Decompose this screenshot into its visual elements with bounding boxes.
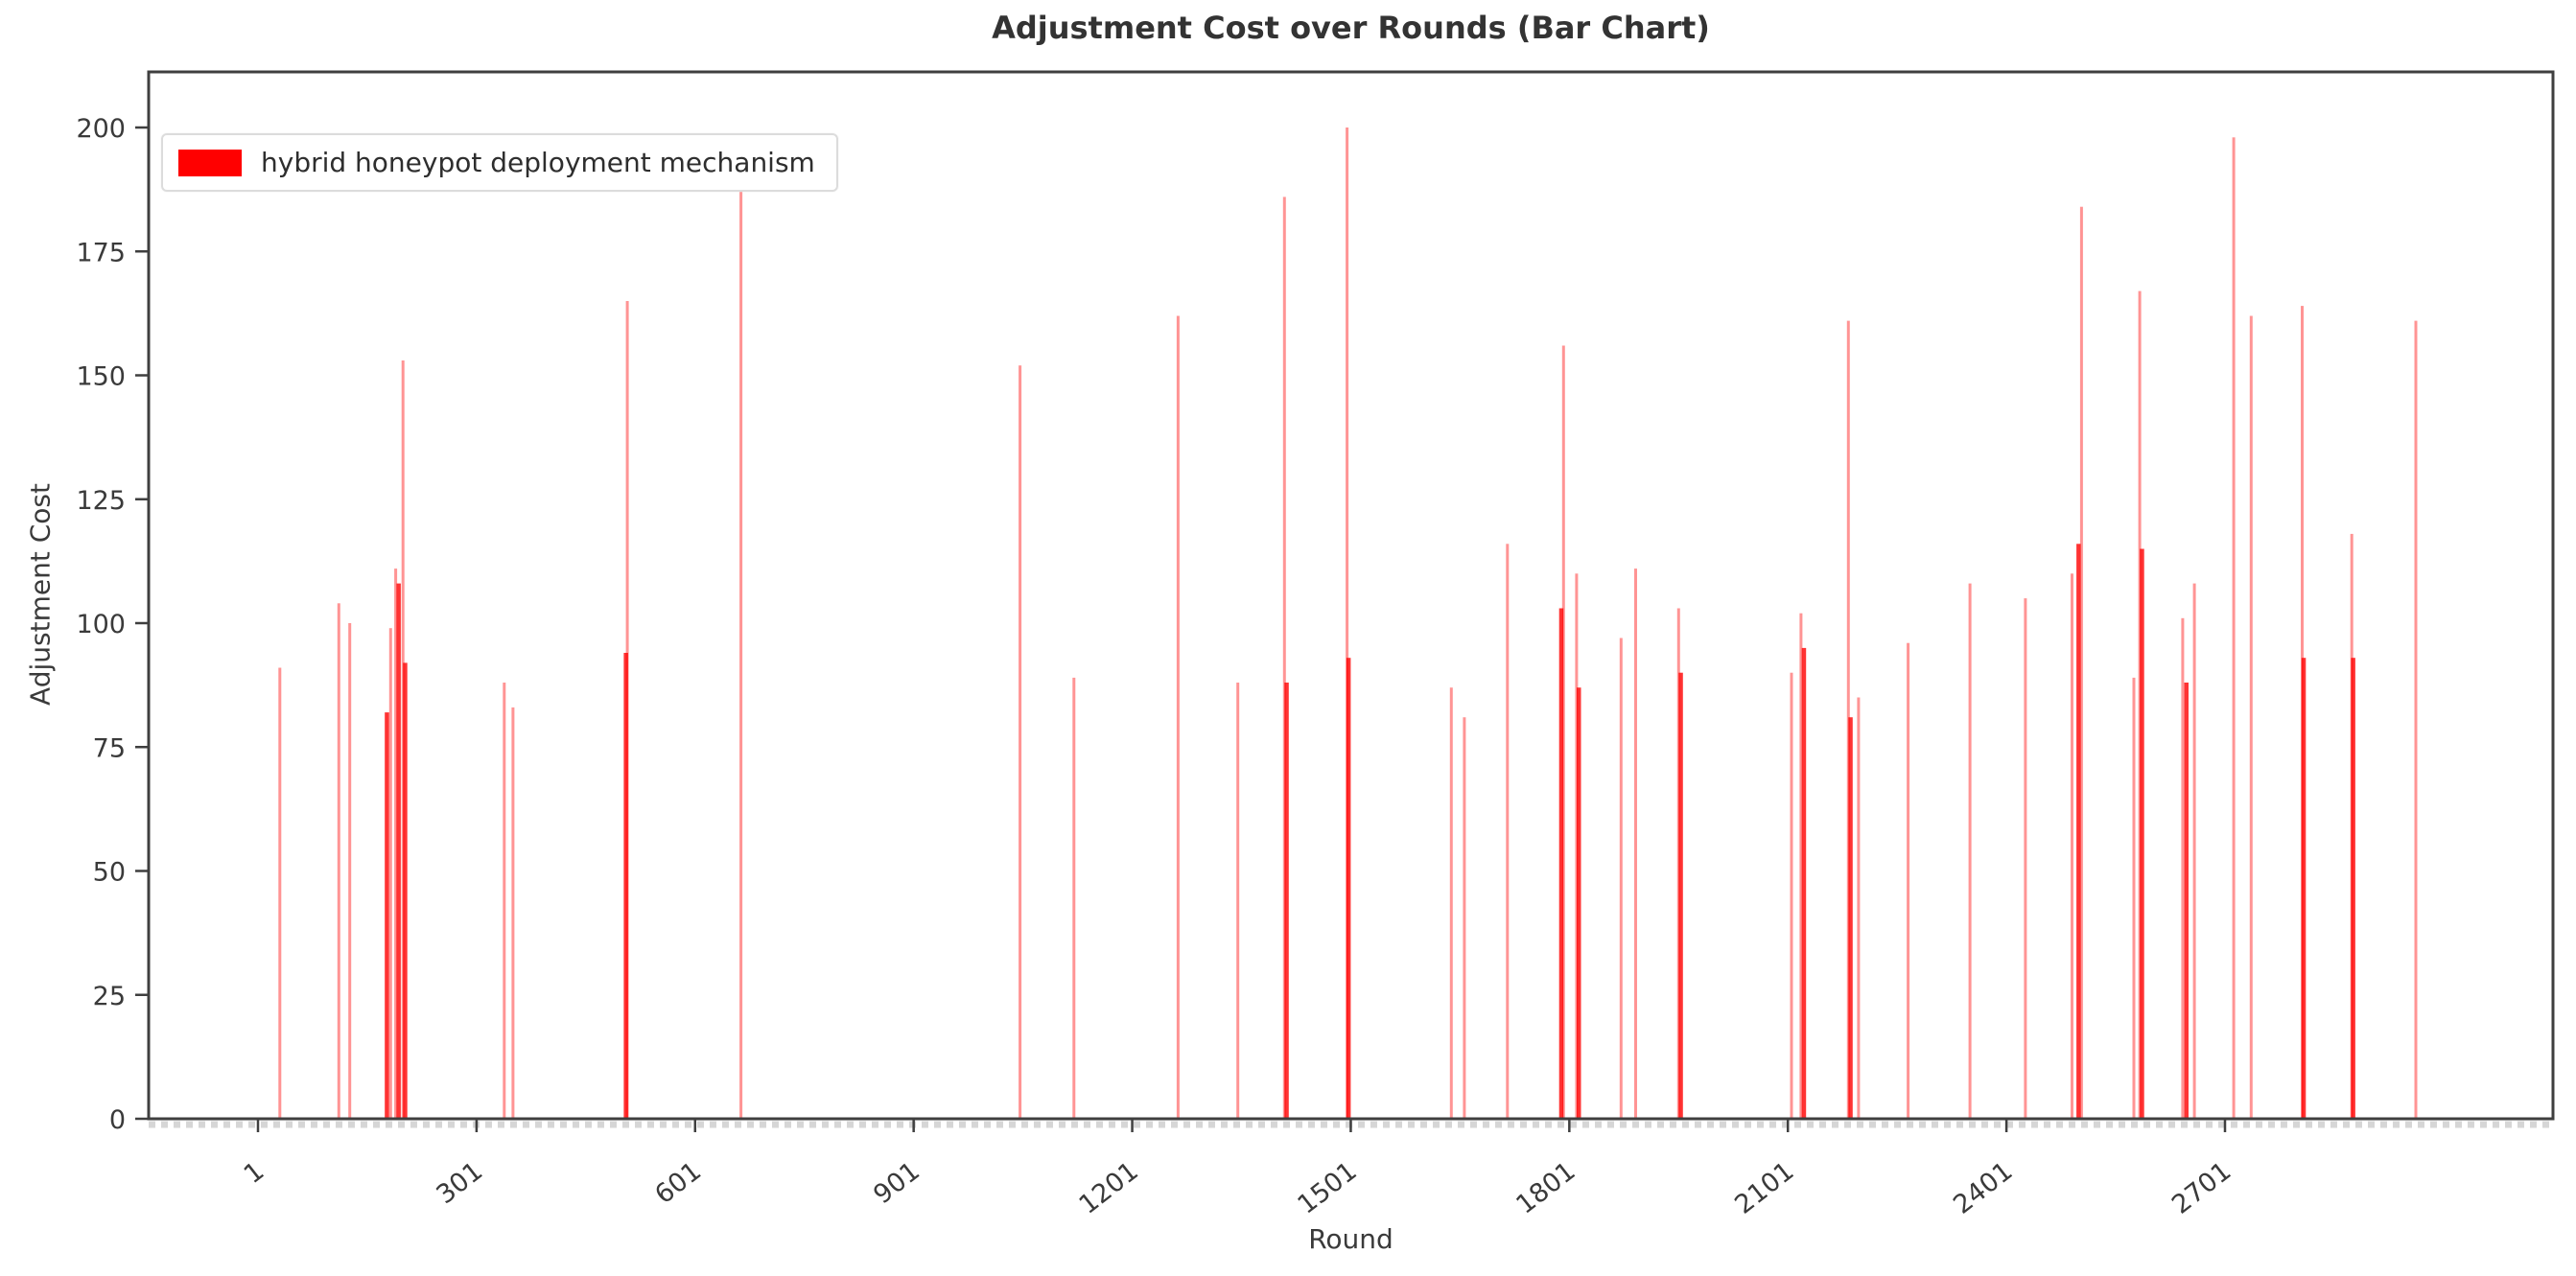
y-tick-label: 50 (93, 858, 126, 888)
legend-label: hybrid honeypot deployment mechanism (261, 147, 815, 178)
bar (394, 568, 398, 1119)
bar (623, 653, 628, 1119)
plot-border (147, 70, 2555, 1121)
bar (278, 667, 282, 1119)
bar (1072, 677, 1076, 1119)
bar (2301, 658, 2307, 1119)
bar (1634, 568, 1637, 1119)
bar (396, 583, 401, 1119)
x-tick-label: 1201 (1074, 1156, 1144, 1220)
bar (1558, 608, 1564, 1119)
bar (1236, 683, 1240, 1119)
bar (1968, 583, 1972, 1119)
bar (2249, 315, 2253, 1119)
bar (2184, 683, 2189, 1119)
bar (1575, 573, 1579, 1119)
bar (2414, 320, 2418, 1120)
bar (2076, 544, 2081, 1119)
bar (1907, 642, 1910, 1119)
y-tick-label: 75 (93, 733, 126, 763)
bar (1857, 697, 1861, 1119)
bar (2351, 658, 2355, 1119)
y-tick-label: 100 (76, 610, 126, 639)
bar (2024, 598, 2027, 1119)
legend: hybrid honeypot deployment mechanism (161, 133, 838, 192)
bar (348, 623, 352, 1119)
x-tick-label: 2401 (1948, 1156, 2018, 1220)
bar (1019, 365, 1022, 1119)
x-axis-label: Round (1308, 1223, 1393, 1255)
bar (1790, 672, 1793, 1119)
bar (739, 192, 743, 1119)
bar (1799, 613, 1803, 1119)
y-tick-label: 25 (93, 982, 126, 1011)
bar (1282, 197, 1286, 1119)
bar (403, 662, 408, 1119)
bar (1801, 647, 1807, 1119)
bar (1577, 687, 1581, 1119)
bar (1346, 128, 1349, 1119)
y-tick-label: 175 (76, 238, 126, 267)
x-tick-label: 2101 (1729, 1156, 1799, 1220)
y-tick-label: 125 (76, 486, 126, 516)
bar (2192, 583, 2196, 1119)
x-tick-label: 301 (431, 1156, 488, 1210)
bar (1561, 345, 1565, 1119)
bar (1678, 672, 1683, 1119)
bar (337, 603, 340, 1119)
bar (1449, 687, 1453, 1119)
chart-title: Adjustment Cost over Rounds (Bar Chart) (992, 10, 1710, 46)
bar (503, 683, 506, 1119)
y-tick-label: 0 (109, 1105, 126, 1135)
x-tick-label: 1801 (1510, 1156, 1581, 1220)
bar (1463, 717, 1466, 1119)
bar (2140, 548, 2144, 1119)
y-tick-label: 200 (76, 114, 126, 144)
y-axis-label: Adjustment Cost (24, 483, 57, 706)
bar (2181, 617, 2185, 1119)
bar (2132, 677, 2136, 1119)
bar (388, 628, 392, 1119)
x-tick-label: 601 (649, 1156, 707, 1210)
y-tick-label: 150 (76, 362, 126, 392)
bar (511, 707, 515, 1119)
x-tick-label: 901 (868, 1156, 925, 1210)
x-tick-label: 1 (239, 1156, 270, 1190)
bar (2138, 290, 2142, 1120)
bar (1506, 544, 1510, 1119)
bar (1284, 683, 1289, 1119)
bar (625, 301, 629, 1119)
bar (1848, 717, 1853, 1119)
bar (1619, 638, 1623, 1119)
bar (2079, 206, 2083, 1119)
bar (2071, 573, 2073, 1119)
bar (1176, 315, 1180, 1119)
bar (385, 712, 389, 1119)
x-tick-label: 1501 (1293, 1156, 1363, 1220)
bar (1346, 658, 1351, 1119)
legend-swatch-icon (178, 149, 242, 176)
bar (2232, 137, 2236, 1120)
x-tick-label: 2701 (2166, 1156, 2236, 1220)
